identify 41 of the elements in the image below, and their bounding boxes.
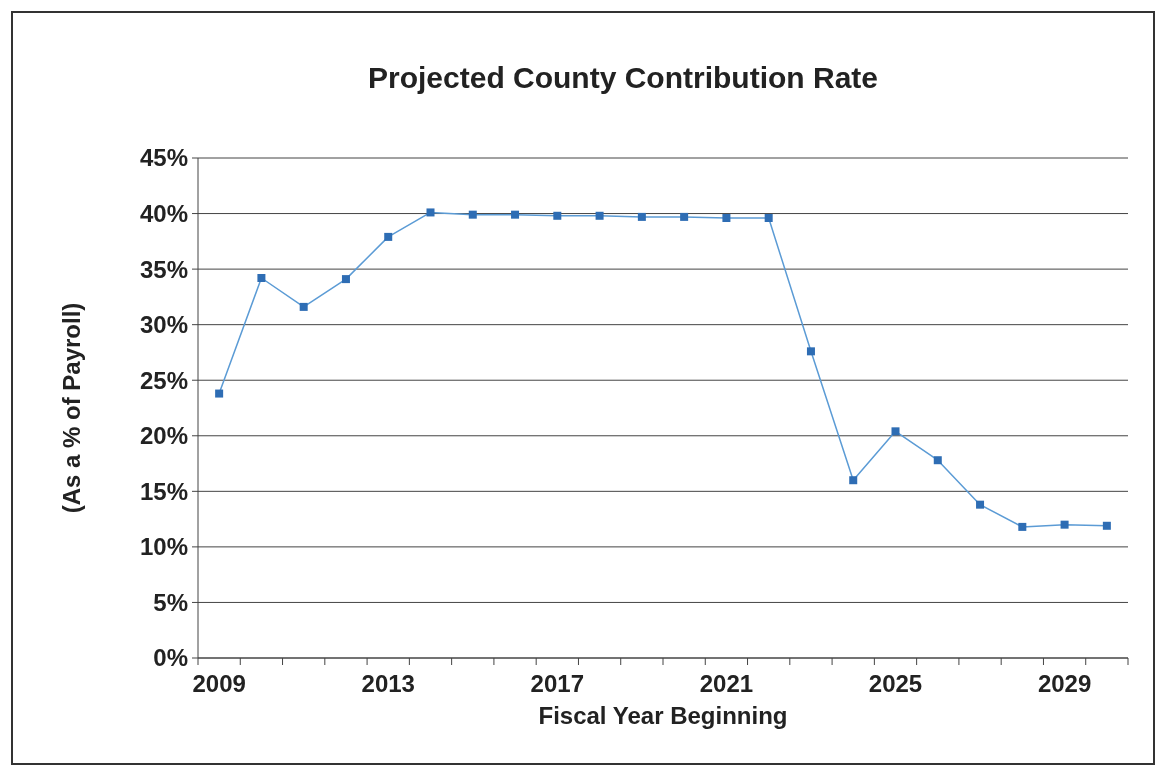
x-axis-title: Fiscal Year Beginning	[538, 702, 788, 729]
point	[637, 212, 646, 221]
point	[553, 211, 562, 220]
point	[680, 212, 689, 221]
point	[1060, 520, 1069, 529]
y-tick-label: 35%	[139, 255, 188, 283]
y-tick-label: 0%	[153, 644, 188, 672]
point	[849, 476, 858, 485]
point	[891, 427, 900, 436]
y-tick-label: 20%	[139, 422, 188, 450]
point	[426, 208, 435, 217]
y-tick-label: 5%	[153, 588, 188, 616]
y-tick-label: 45%	[139, 144, 188, 172]
point	[341, 275, 350, 284]
point	[468, 210, 477, 219]
point	[595, 211, 604, 220]
point	[257, 274, 266, 282]
y-tick-label: 40%	[139, 199, 188, 227]
point	[384, 232, 393, 241]
y-tick-label: 30%	[139, 311, 188, 339]
x-tick-label: 2021	[699, 670, 754, 697]
y-tick-label: 10%	[139, 533, 188, 561]
point	[511, 210, 520, 219]
point	[976, 500, 985, 509]
point	[1102, 521, 1111, 530]
point	[933, 456, 942, 465]
y-tick-label: 15%	[139, 477, 188, 505]
point	[722, 214, 731, 222]
x-tick-label: 2017	[530, 670, 585, 697]
point	[299, 302, 308, 311]
x-tick-label: 2025	[868, 670, 923, 697]
x-tick-label: 2029	[1037, 670, 1092, 697]
x-tick-label: 2013	[361, 670, 415, 697]
chart-title: Projected County Contribution Rate	[368, 61, 878, 94]
point	[215, 389, 224, 398]
point	[1018, 522, 1027, 531]
x-tick-label: 2009	[192, 670, 246, 697]
point	[764, 214, 773, 222]
y-axis-title: (As a % of Payroll)	[58, 302, 85, 514]
y-tick-label: 25%	[139, 366, 188, 394]
point	[806, 347, 815, 356]
